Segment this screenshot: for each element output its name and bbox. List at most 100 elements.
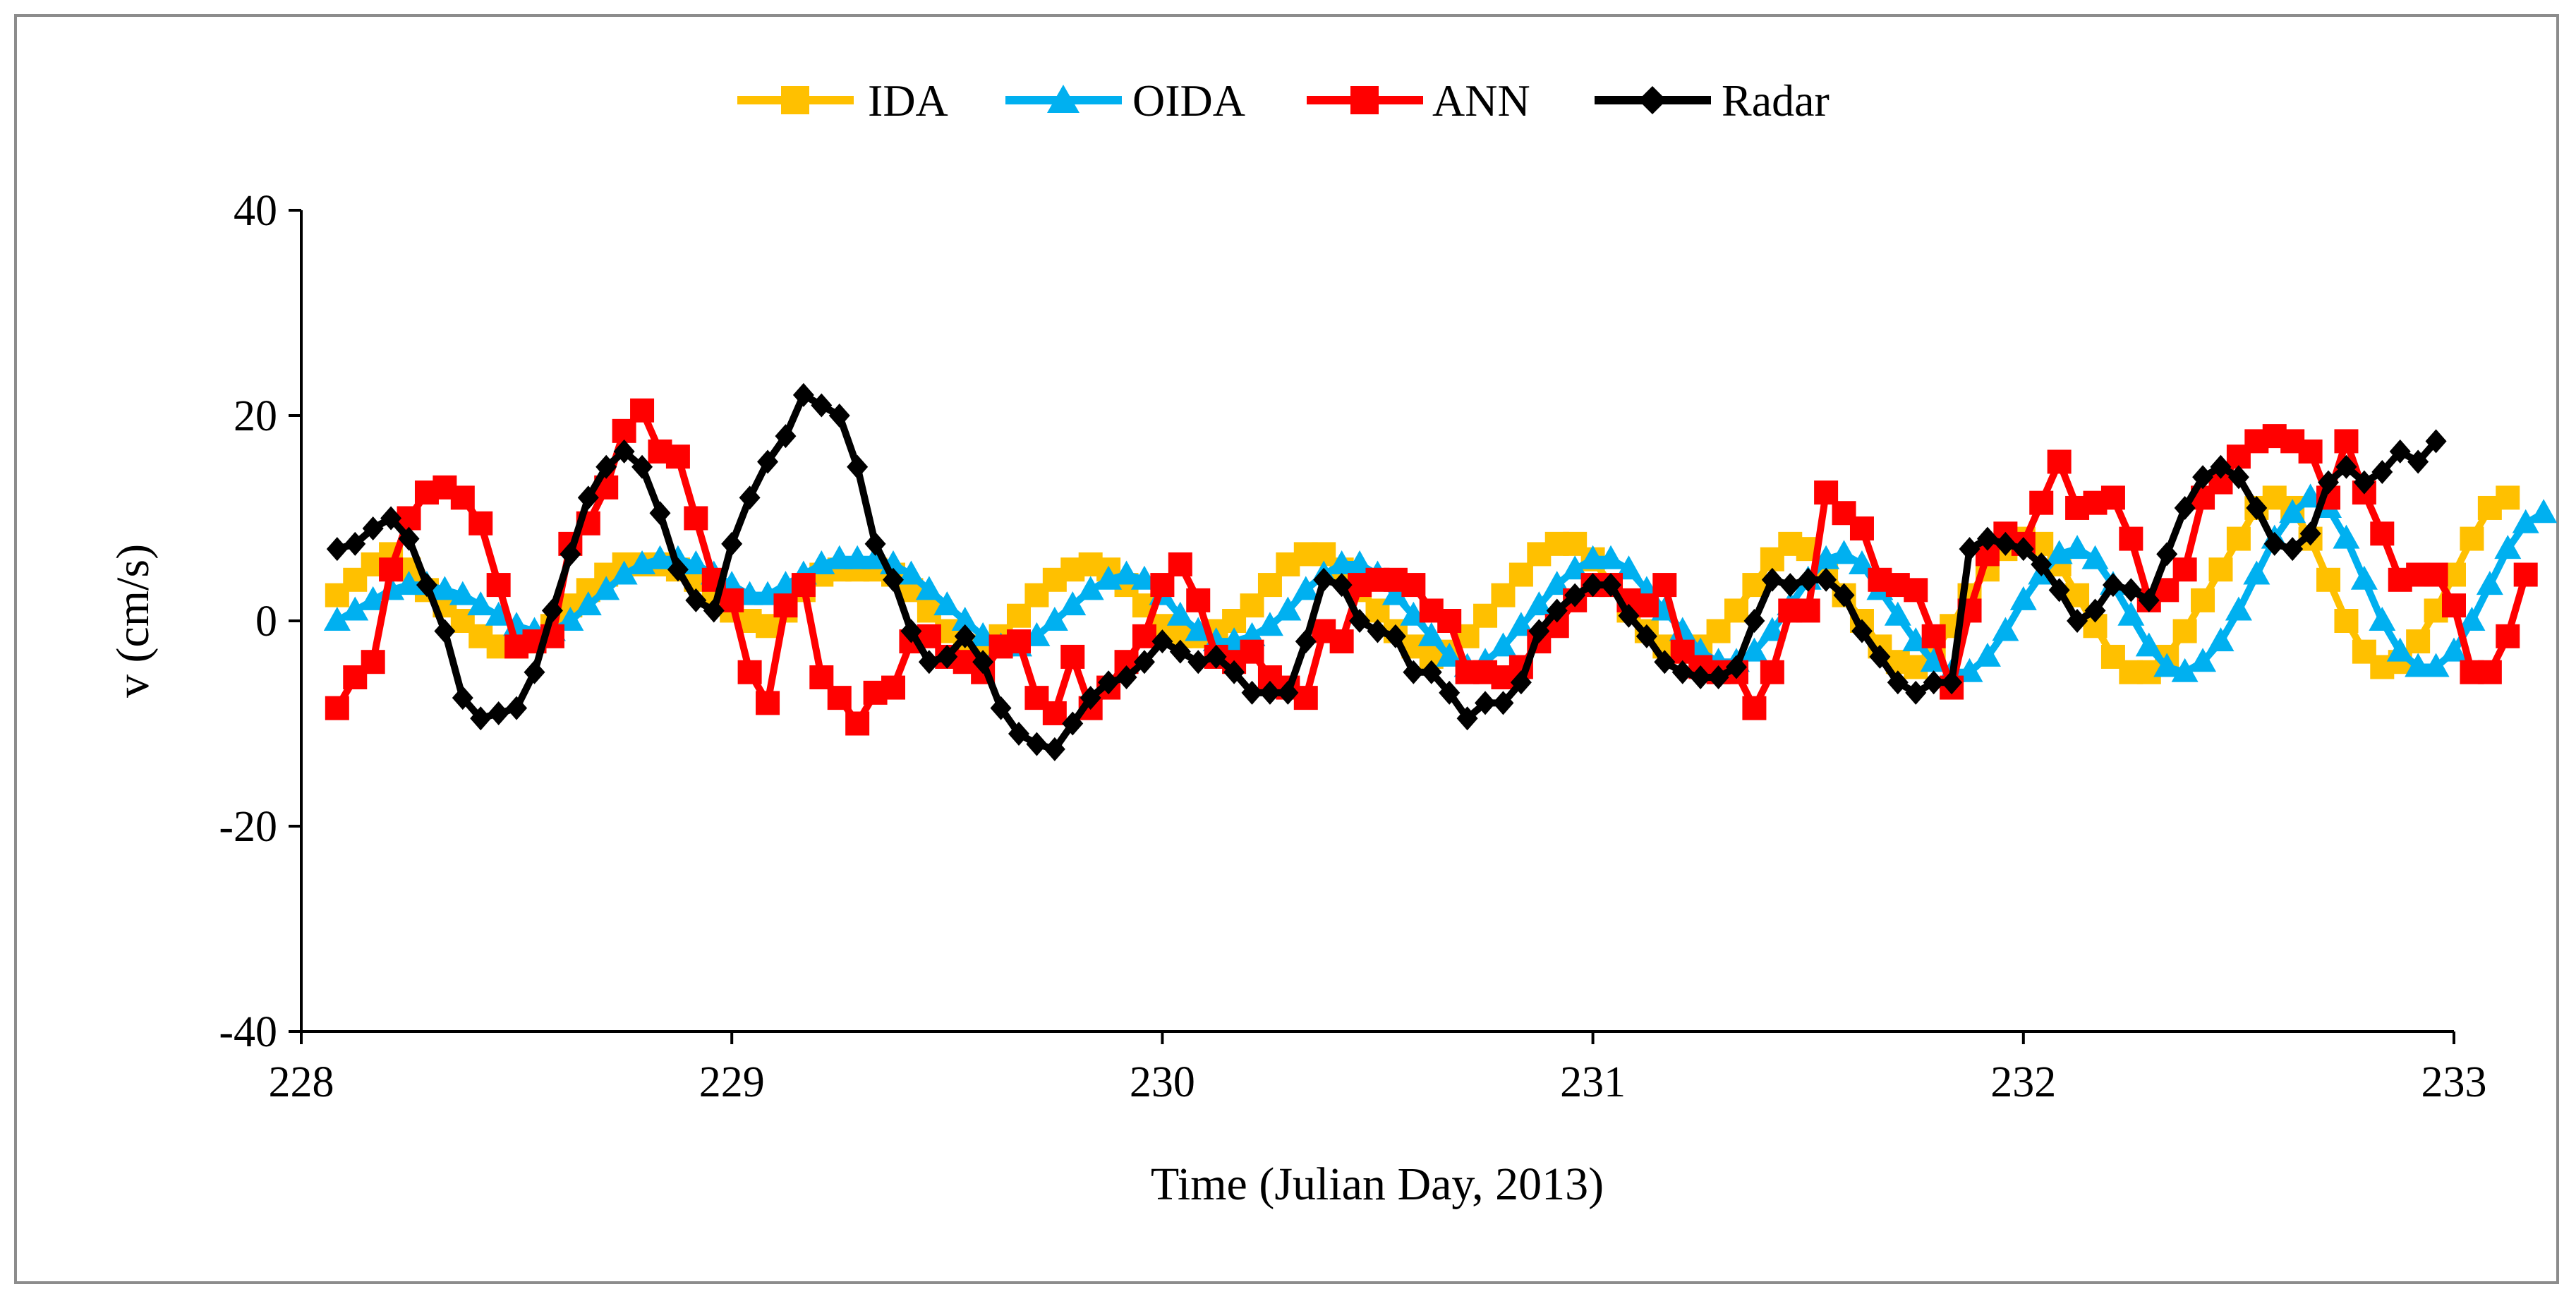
data-point-ida [1508, 562, 1533, 587]
y-tick-label: -20 [219, 803, 277, 851]
data-point-radar [2389, 439, 2411, 464]
data-point-radar [488, 701, 509, 725]
data-point-radar [326, 537, 348, 562]
legend-swatch-radar-marker [1638, 86, 1667, 114]
x-axis-title: Time (Julian Day, 2013) [1151, 1158, 1604, 1210]
data-point-ann [737, 660, 762, 684]
data-point-ann [2119, 526, 2143, 551]
data-point-ann [379, 557, 404, 582]
data-point-radar [1833, 583, 1855, 607]
data-point-oida [933, 591, 961, 616]
data-point-oida [2530, 499, 2558, 524]
data-point-oida [897, 560, 925, 585]
data-point-radar [631, 454, 653, 479]
data-point-radar [1707, 665, 1729, 690]
data-point-radar [1044, 737, 1065, 761]
series-radar [326, 382, 2447, 761]
data-point-ann [2424, 562, 2448, 587]
chart-frame [14, 14, 2559, 1284]
data-point-oida [2458, 607, 2486, 631]
data-point-radar [1690, 665, 1712, 690]
data-point-ann [791, 573, 816, 598]
data-point-radar [1941, 670, 1963, 695]
data-point-radar [452, 686, 473, 710]
data-point-radar [739, 485, 761, 510]
data-point-radar [1367, 619, 1389, 643]
y-tick-label: 0 [255, 598, 277, 646]
data-point-oida [2494, 535, 2522, 559]
data-point-oida [1256, 612, 1283, 636]
data-point-radar [1564, 583, 1586, 607]
data-point-ida [1240, 593, 1264, 618]
data-point-ann [2496, 624, 2520, 648]
data-point-radar [2210, 454, 2232, 479]
data-point-radar [2299, 521, 2321, 546]
data-point-oida [2081, 545, 2109, 569]
data-point-radar [990, 696, 1012, 720]
data-point-oida [1077, 576, 1104, 600]
data-point-ida [2172, 619, 2197, 643]
data-point-ida [1724, 598, 1748, 623]
data-point-oida [341, 596, 369, 621]
data-point-radar [2263, 531, 2285, 556]
data-point-radar [560, 542, 581, 567]
data-point-oida [2153, 653, 2181, 677]
data-point-radar [1259, 680, 1281, 705]
legend-swatch-oida-marker [1047, 85, 1080, 113]
data-point-ann [612, 418, 636, 443]
legend-label-ann: ANN [1432, 75, 1530, 126]
data-point-ida [2334, 609, 2359, 633]
data-point-radar [1743, 609, 1765, 633]
y-tick-label: -40 [219, 1008, 277, 1056]
data-point-radar [613, 439, 635, 464]
data-point-radar [2282, 537, 2304, 562]
data-point-radar [900, 619, 922, 643]
data-point-oida [1381, 581, 1409, 605]
data-point-radar [577, 485, 599, 510]
data-point-ann [1437, 609, 1462, 633]
data-point-oida [2064, 535, 2091, 559]
data-point-radar [1887, 670, 1909, 695]
legend-label-radar: Radar [1722, 75, 1830, 126]
data-point-oida [2350, 565, 2378, 590]
data-point-oida [2135, 632, 2163, 657]
data-point-ann [827, 686, 852, 710]
data-point-radar [667, 557, 689, 582]
data-point-ann [1652, 573, 1677, 598]
data-point-radar [1241, 680, 1263, 705]
data-point-radar [1062, 711, 1084, 736]
data-point-radar [1905, 680, 1927, 705]
legend: IDA OIDA ANN Radar [737, 75, 1830, 126]
data-point-radar [1779, 573, 1801, 598]
data-point-radar [1600, 573, 1622, 598]
data-point-ann [361, 650, 385, 674]
data-point-radar [541, 598, 563, 623]
data-point-radar [1331, 573, 1353, 598]
legend-swatch-ida-marker [781, 86, 809, 114]
data-point-radar [918, 650, 940, 674]
data-point-radar [1313, 567, 1335, 592]
data-point-ann [486, 573, 511, 598]
data-point-oida [359, 586, 387, 610]
x-ticks: 228 229 230 231 232 233 [269, 1031, 2487, 1106]
data-point-oida [2333, 524, 2360, 549]
data-point-radar [1797, 567, 1819, 592]
data-point-ann [2477, 660, 2502, 684]
data-point-oida [610, 560, 638, 585]
data-point-oida [1741, 637, 1768, 662]
data-point-radar [828, 404, 850, 428]
data-point-radar [1815, 567, 1837, 592]
data-point-radar [757, 449, 779, 474]
data-point-oida [1884, 601, 1911, 626]
data-point-radar [2227, 465, 2249, 490]
data-point-radar [506, 696, 528, 720]
data-point-oida [1489, 632, 1517, 657]
legend-item-ann: ANN [1307, 75, 1530, 126]
data-point-ida [1742, 573, 1767, 598]
legend-label-oida: OIDA [1132, 75, 1245, 126]
data-point-oida [467, 591, 495, 616]
data-point-oida [1973, 642, 2001, 667]
data-point-oida [431, 576, 459, 600]
data-point-radar [2407, 449, 2429, 474]
